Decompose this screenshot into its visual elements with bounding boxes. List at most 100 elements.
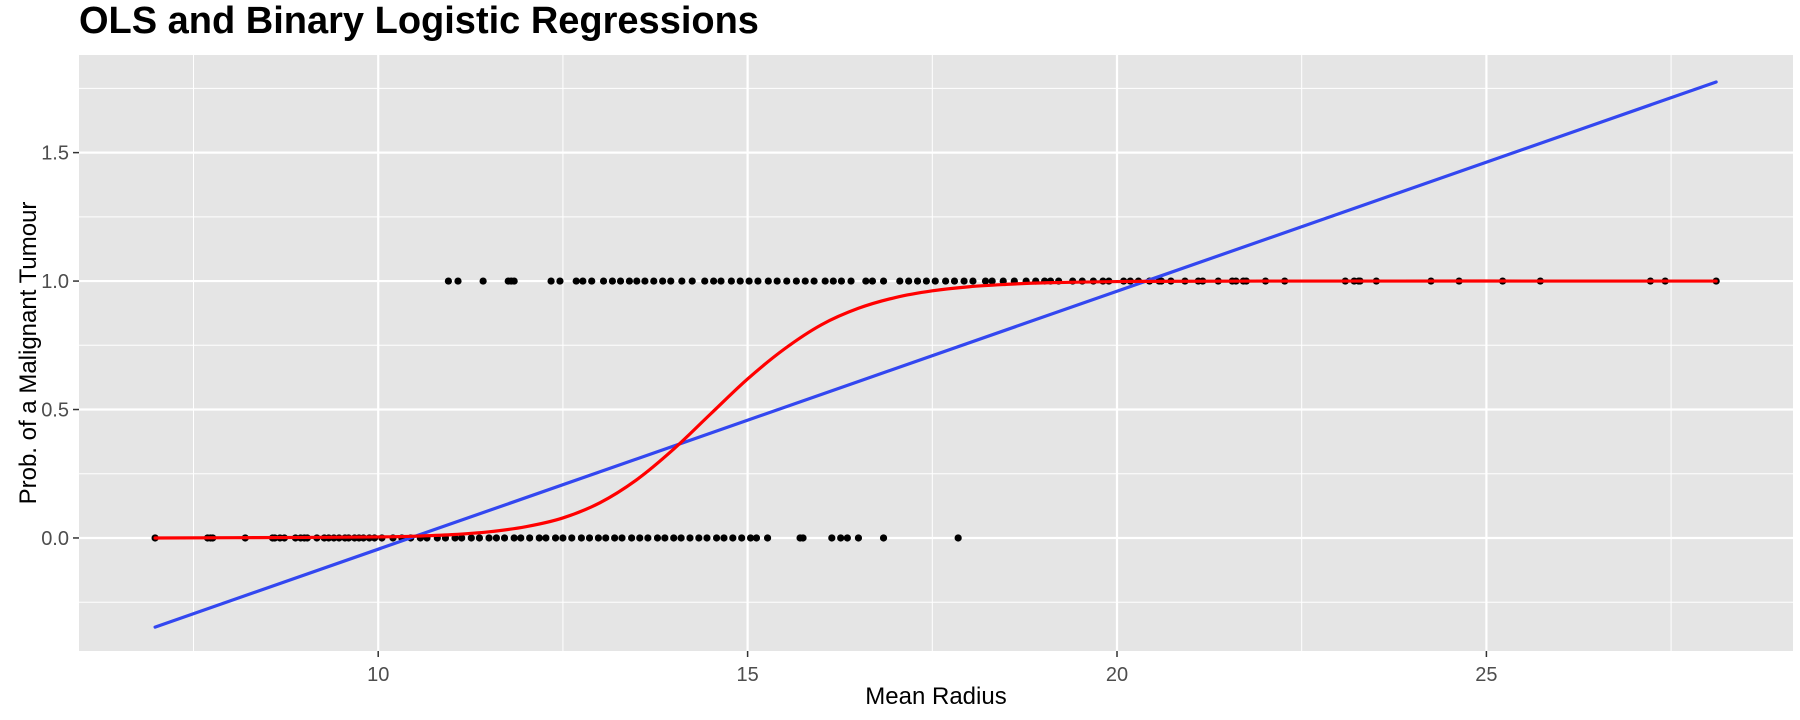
data-point (686, 534, 694, 542)
data-point (764, 277, 772, 285)
data-point (547, 277, 555, 285)
data-point (467, 534, 475, 542)
data-point (879, 534, 888, 542)
data-point (720, 534, 728, 542)
axes: 10 15 20 25 0.0 0.5 1.0 1.5 (41, 143, 1497, 686)
y-axis-title: Prob. of a Malignant Tumour (15, 202, 42, 505)
minor-gridlines (79, 55, 1793, 651)
x-axis-title: Mean Radius (865, 683, 1006, 710)
data-point (556, 277, 564, 285)
data-point (559, 534, 567, 542)
data-point (801, 277, 809, 285)
chart-title: OLS and Binary Logistic Regressions (79, 0, 759, 42)
y-tick-label: 0.5 (41, 400, 69, 422)
data-point (444, 277, 452, 285)
data-point (588, 277, 596, 285)
data-point (572, 277, 580, 285)
data-point (695, 534, 703, 542)
data-point (821, 277, 829, 285)
data-point (988, 277, 996, 285)
data-point (510, 277, 518, 285)
data-point (594, 534, 602, 542)
data-point (896, 277, 904, 285)
data-point (608, 277, 617, 285)
regression-lines (153, 80, 1718, 629)
data-point (727, 277, 735, 285)
data-point (954, 534, 962, 542)
data-point (960, 277, 968, 285)
data-point (670, 534, 678, 542)
data-point (792, 277, 800, 285)
data-point (577, 534, 585, 542)
data-point (905, 277, 913, 285)
logistic-regression-curve (153, 279, 1718, 540)
data-point (517, 534, 525, 542)
data-point (868, 277, 877, 285)
data-point (854, 534, 863, 542)
data-point (653, 534, 662, 542)
data-point (799, 534, 807, 542)
data-point (847, 277, 855, 285)
data-point (969, 277, 977, 285)
data-point (616, 277, 625, 285)
data-point (475, 534, 484, 542)
data-point (599, 277, 608, 285)
data-point (551, 534, 560, 542)
data-point (479, 277, 487, 285)
data-point (922, 277, 930, 285)
x-tick-label: 25 (1475, 664, 1497, 686)
data-point (862, 277, 870, 285)
data-point (568, 534, 576, 542)
y-tick-label: 1.5 (41, 143, 69, 165)
x-tick-label: 10 (367, 664, 389, 686)
data-point (710, 277, 718, 285)
data-point (618, 534, 626, 542)
y-tick-label: 0.0 (41, 528, 69, 550)
data-point (611, 534, 619, 542)
data-point (763, 534, 772, 542)
data-point (485, 534, 493, 542)
data-point (942, 277, 950, 285)
x-tick-label: 20 (1106, 664, 1128, 686)
data-point (717, 277, 725, 285)
data-point (913, 277, 922, 285)
data-point (783, 277, 791, 285)
data-point (633, 277, 641, 285)
data-point (736, 277, 744, 285)
data-point (602, 534, 610, 542)
data-point (659, 277, 667, 285)
data-point (667, 277, 675, 285)
data-points (151, 277, 1720, 542)
data-point (542, 534, 550, 542)
data-point (738, 534, 746, 542)
data-point (454, 277, 462, 285)
data-point (677, 534, 685, 542)
data-point (837, 534, 845, 542)
data-point (746, 534, 755, 542)
data-point (500, 534, 509, 542)
data-point (650, 277, 658, 285)
data-point (773, 277, 781, 285)
data-point (678, 277, 686, 285)
data-point (641, 277, 649, 285)
data-point (703, 534, 711, 542)
data-point (579, 277, 587, 285)
data-point (829, 277, 837, 285)
y-tick-label: 1.0 (41, 271, 69, 293)
data-point (931, 277, 939, 285)
x-tick-label: 15 (736, 664, 758, 686)
data-point (701, 277, 709, 285)
data-point (752, 534, 761, 542)
data-point (810, 277, 818, 285)
data-point (492, 534, 501, 542)
data-point (661, 534, 669, 542)
data-point (625, 277, 634, 285)
data-point (745, 277, 753, 285)
data-point (510, 534, 518, 542)
data-point (837, 277, 846, 285)
data-point (828, 534, 836, 542)
data-point (950, 277, 959, 285)
data-point (879, 277, 888, 285)
data-point (712, 534, 721, 542)
